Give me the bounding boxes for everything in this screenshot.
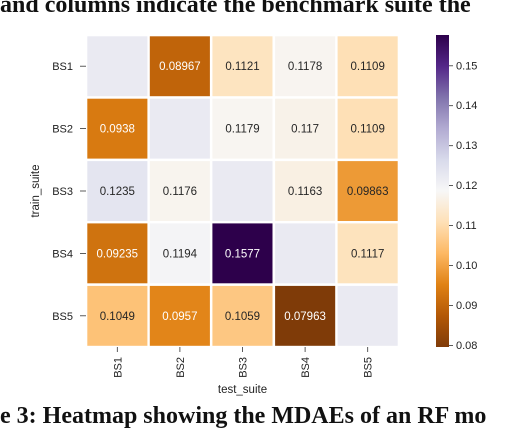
colorbar-tick-label: 0.13 [456,140,477,152]
x-axis-title: test_suite [218,384,267,396]
heatmap-cell [149,285,210,346]
y-tick-label: BS5 [52,311,73,323]
colorbar-tick-label: 0.12 [456,180,477,192]
heatmap-cell [87,285,148,346]
heatmap-cell [87,98,148,159]
figure-caption-bottom: e 3: Heatmap showing the MDAEs of an RF … [0,403,487,429]
heatmap-cell [337,285,398,346]
cell-value-label: 0.07963 [284,311,326,323]
cell-value-label: 0.1049 [100,311,135,323]
cell-value-label: 0.1117 [351,248,384,260]
cell-value-label: 0.0938 [100,124,135,136]
heatmap-cell [149,36,210,97]
x-tick-label: BS3 [238,357,250,378]
cell-value-label: 0.1194 [163,248,198,260]
heatmap-cell [212,223,273,284]
heatmap-cell [149,223,210,284]
heatmap-cell [337,223,398,284]
heatmap-cell [275,161,336,221]
heatmap-cell [212,161,273,221]
cell-value-label: 0.09863 [347,186,389,198]
heatmap-cell [149,161,210,221]
heatmap-cell [337,161,398,221]
heatmap-cell [337,98,398,159]
cell-value-label: 0.09235 [97,248,139,260]
colorbar-gradient [436,35,449,347]
heatmap-cell [87,36,148,97]
y-tick-label: BS4 [52,248,73,260]
cell-value-label: 0.1577 [225,248,260,260]
colorbar-tick-label: 0.09 [456,300,477,312]
y-tick-label: BS1 [52,61,73,73]
x-tick-label: BS2 [175,357,187,378]
y-tick-label: BS3 [52,186,73,198]
cell-value-label: 0.1178 [288,61,322,73]
colorbar-tick-label: 0.10 [456,260,477,272]
colorbar-tick-label: 0.11 [456,220,477,232]
cell-value-label: 0.0957 [162,311,197,323]
heatmap-cell [212,36,273,97]
colorbar-tick-label: 0.14 [456,100,477,112]
x-tick-label: BS1 [112,357,124,378]
cell-value-label: 0.1059 [225,311,260,323]
cell-value-label: 0.117 [291,124,319,136]
heatmap-cell [212,285,273,346]
y-axis-title: train_suite [30,164,42,217]
figure-caption-top: and columns indicate the benchmark suite… [0,0,471,18]
heatmap-cell [275,98,336,159]
heatmap-cell [212,98,273,159]
heatmap-cell [337,36,398,97]
x-tick-labels: BS1 BS2 BS3 BS4 BS5 [112,347,375,378]
colorbar-tick-label: 0.08 [456,340,477,352]
x-tick-label: BS5 [363,357,375,378]
cell-value-label: 0.1235 [100,186,135,198]
cell-value-label: 0.1179 [225,124,259,136]
cell-value-label: 0.1163 [288,186,322,198]
x-tick-label: BS4 [300,357,312,378]
heatmap-cell [275,285,336,346]
y-tick-labels: BS1 BS2 BS3 BS4 BS5 [52,61,86,323]
heatmap-cell [275,36,336,97]
heatmap-cell [87,223,148,284]
colorbar-tick-label: 0.15 [456,60,477,72]
heatmap-cells: 0.08967 0.1121 0.1178 0.1109 0.0938 0.1179 0.1… [87,36,398,346]
heatmap-cell [149,98,210,159]
cell-value-label: 0.08967 [159,61,201,73]
heatmap-cell [87,161,148,221]
cell-value-label: 0.1121 [225,61,259,73]
y-tick-label: BS2 [52,124,73,136]
heatmap-cell [275,223,336,284]
cell-value-label: 0.1109 [351,124,385,136]
cell-value-label: 0.1109 [351,61,385,73]
colorbar: 0.08 0.09 0.10 0.11 0.12 0.13 0.14 0.15 [436,35,477,352]
cell-value-label: 0.1176 [163,186,197,198]
